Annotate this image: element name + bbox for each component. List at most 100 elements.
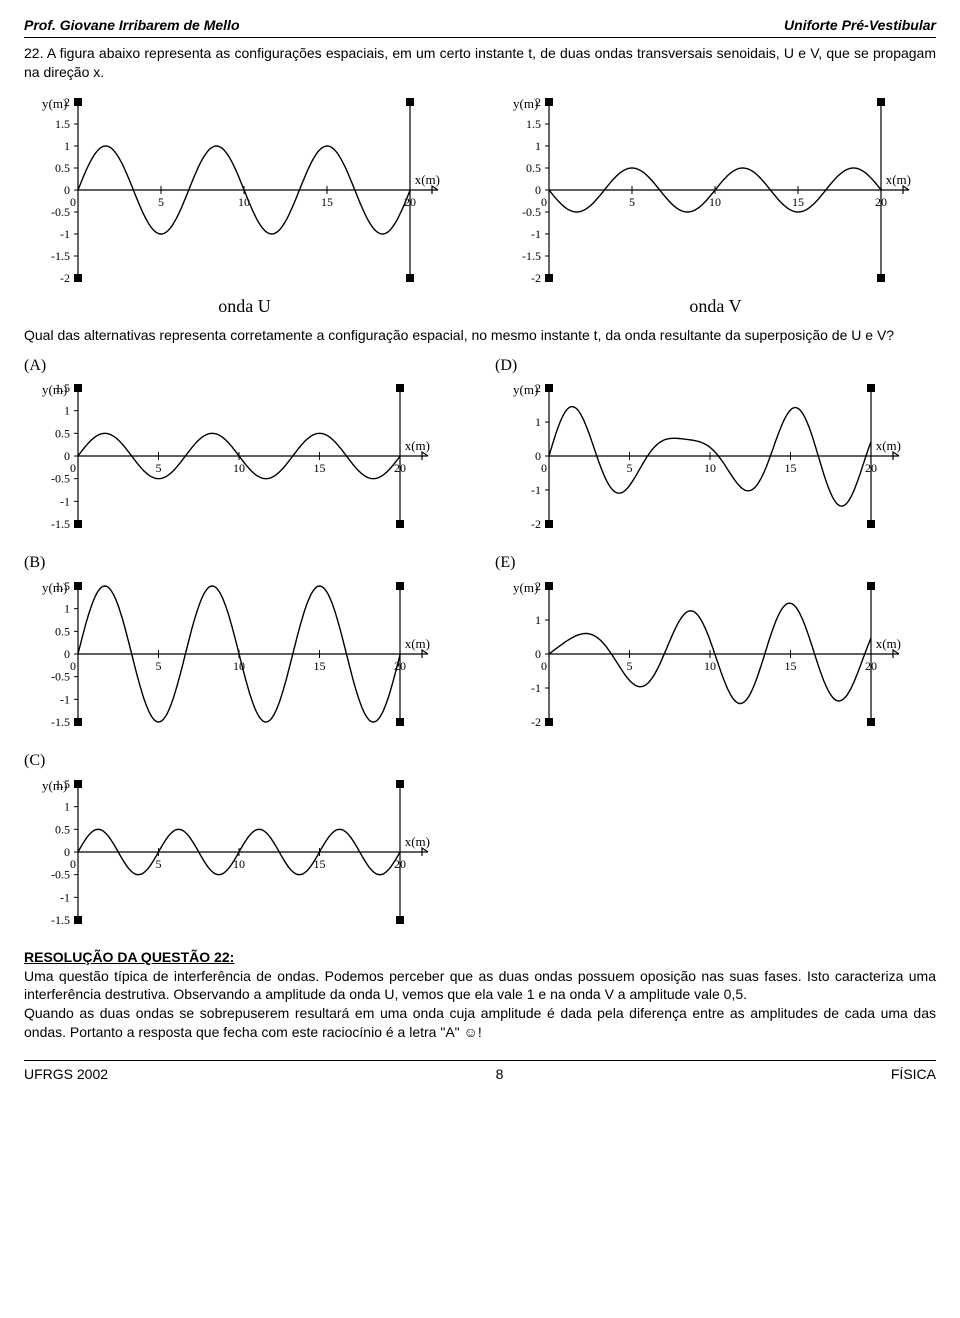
svg-text:5: 5 — [156, 857, 162, 871]
svg-text:-0.5: -0.5 — [51, 670, 70, 684]
svg-text:x(m): x(m) — [405, 438, 430, 453]
svg-text:0.5: 0.5 — [55, 427, 70, 441]
option-A: (A) -1.5-1-0.500.511.505101520y(m)x(m) — [24, 355, 465, 539]
svg-text:15: 15 — [792, 195, 804, 209]
svg-text:1: 1 — [64, 799, 70, 813]
caption-U: onda U — [24, 294, 465, 318]
svg-text:y(m): y(m) — [42, 580, 67, 595]
svg-text:-2: -2 — [60, 271, 70, 285]
svg-text:0.5: 0.5 — [55, 161, 70, 175]
svg-text:5: 5 — [627, 659, 633, 673]
svg-text:-1.5: -1.5 — [51, 913, 70, 927]
chart-D: -2-101205101520y(m)x(m) — [495, 378, 915, 538]
svg-text:10: 10 — [704, 461, 716, 475]
svg-text:15: 15 — [785, 659, 797, 673]
svg-text:0: 0 — [541, 461, 547, 475]
svg-text:0.5: 0.5 — [526, 161, 541, 175]
svg-text:-0.5: -0.5 — [522, 205, 541, 219]
option-B: (B) -1.5-1-0.500.511.505101520y(m)x(m) — [24, 552, 465, 736]
option-letter-B: (B) — [24, 552, 465, 574]
svg-text:-1: -1 — [531, 227, 541, 241]
resolution-body: Uma questão típica de interferência de o… — [24, 967, 936, 1043]
chart-U: -2-1.5-1-0.500.511.5205101520y(m)x(m) — [24, 92, 454, 292]
svg-text:5: 5 — [158, 195, 164, 209]
svg-text:x(m): x(m) — [886, 172, 911, 187]
svg-text:-1.5: -1.5 — [522, 249, 541, 263]
page-header: Prof. Giovane Irribarem de Mello Unifort… — [24, 16, 936, 35]
header-rule — [24, 37, 936, 38]
svg-text:15: 15 — [785, 461, 797, 475]
svg-text:0: 0 — [70, 195, 76, 209]
svg-text:20: 20 — [865, 461, 877, 475]
options-row-1: (A) -1.5-1-0.500.511.505101520y(m)x(m) (… — [24, 355, 936, 539]
svg-text:20: 20 — [394, 461, 406, 475]
header-right: Uniforte Pré-Vestibular — [784, 16, 936, 35]
option-C: (C) -1.5-1-0.500.511.505101520y(m)x(m) — [24, 750, 465, 934]
svg-text:15: 15 — [314, 659, 326, 673]
svg-text:x(m): x(m) — [876, 636, 901, 651]
svg-text:5: 5 — [629, 195, 635, 209]
svg-text:-1.5: -1.5 — [51, 249, 70, 263]
header-left: Prof. Giovane Irribarem de Mello — [24, 16, 240, 35]
svg-text:1: 1 — [64, 139, 70, 153]
option-letter-D: (D) — [495, 355, 936, 377]
svg-text:-1.5: -1.5 — [51, 715, 70, 729]
svg-text:-1: -1 — [60, 495, 70, 509]
svg-text:1: 1 — [535, 415, 541, 429]
svg-text:x(m): x(m) — [405, 834, 430, 849]
svg-text:y(m): y(m) — [42, 96, 67, 111]
chart-V: -2-1.5-1-0.500.511.5205101520y(m)x(m) — [495, 92, 925, 292]
svg-text:y(m): y(m) — [513, 96, 538, 111]
question-text: 22. A figura abaixo representa as config… — [24, 44, 936, 82]
svg-text:0.5: 0.5 — [55, 822, 70, 836]
chart-E: -2-101205101520y(m)x(m) — [495, 576, 915, 736]
source-charts-row: -2-1.5-1-0.500.511.5205101520y(m)x(m) on… — [24, 92, 936, 318]
option-letter-E: (E) — [495, 552, 936, 574]
footer-right: FÍSICA — [891, 1065, 936, 1084]
svg-text:1.5: 1.5 — [55, 117, 70, 131]
svg-text:1: 1 — [535, 613, 541, 627]
option-letter-A: (A) — [24, 355, 465, 377]
footer-left: UFRGS 2002 — [24, 1065, 108, 1084]
svg-text:-2: -2 — [531, 517, 541, 531]
svg-text:-2: -2 — [531, 715, 541, 729]
svg-text:-2: -2 — [531, 271, 541, 285]
svg-text:15: 15 — [314, 461, 326, 475]
footer-rule — [24, 1060, 936, 1061]
svg-text:-1: -1 — [60, 890, 70, 904]
svg-text:0.5: 0.5 — [55, 624, 70, 638]
svg-text:x(m): x(m) — [405, 636, 430, 651]
option-letter-C: (C) — [24, 750, 465, 772]
svg-text:20: 20 — [865, 659, 877, 673]
page-footer: UFRGS 2002 8 FÍSICA — [24, 1065, 936, 1084]
svg-text:y(m): y(m) — [513, 382, 538, 397]
svg-text:20: 20 — [875, 195, 887, 209]
chart-A: -1.5-1-0.500.511.505101520y(m)x(m) — [24, 378, 444, 538]
svg-text:y(m): y(m) — [42, 778, 67, 793]
svg-text:-1: -1 — [531, 681, 541, 695]
svg-text:1: 1 — [535, 139, 541, 153]
svg-text:10: 10 — [709, 195, 721, 209]
svg-text:5: 5 — [156, 461, 162, 475]
svg-text:5: 5 — [156, 659, 162, 673]
svg-text:-1: -1 — [60, 227, 70, 241]
svg-text:0: 0 — [70, 659, 76, 673]
svg-text:10: 10 — [704, 659, 716, 673]
svg-text:0: 0 — [70, 857, 76, 871]
svg-text:-1: -1 — [531, 483, 541, 497]
svg-text:0: 0 — [541, 195, 547, 209]
svg-text:1.5: 1.5 — [526, 117, 541, 131]
option-empty — [495, 750, 936, 934]
chart-U-container: -2-1.5-1-0.500.511.5205101520y(m)x(m) on… — [24, 92, 465, 318]
svg-text:15: 15 — [321, 195, 333, 209]
svg-text:y(m): y(m) — [513, 580, 538, 595]
svg-text:0: 0 — [541, 659, 547, 673]
svg-text:1: 1 — [64, 404, 70, 418]
svg-text:-0.5: -0.5 — [51, 472, 70, 486]
chart-C: -1.5-1-0.500.511.505101520y(m)x(m) — [24, 774, 444, 934]
caption-V: onda V — [495, 294, 936, 318]
svg-text:1: 1 — [64, 602, 70, 616]
svg-text:10: 10 — [233, 461, 245, 475]
option-E: (E) -2-101205101520y(m)x(m) — [495, 552, 936, 736]
svg-text:-0.5: -0.5 — [51, 205, 70, 219]
